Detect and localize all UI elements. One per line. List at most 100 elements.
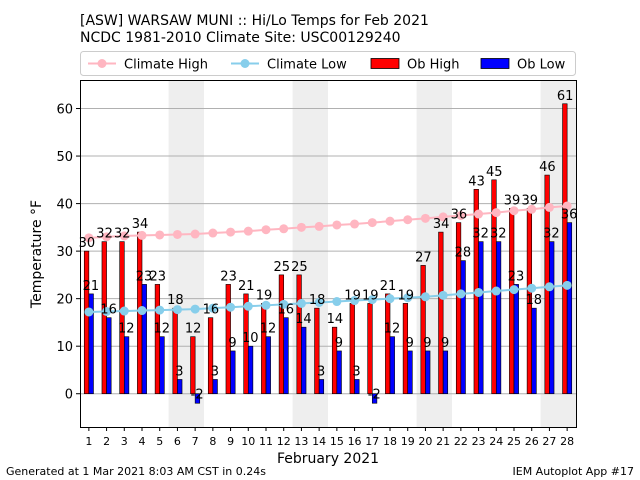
ob-low-bar [301,326,307,395]
ob-low-bar [212,379,218,395]
ob-low-bar [389,336,395,395]
x-tick-label: 15 [330,435,344,448]
climate-low-point [261,300,271,310]
climate-high-point [403,215,413,225]
ob-low-bar [247,345,254,395]
x-tick-label: 3 [121,435,128,448]
ob-high-label: 39 [504,193,521,208]
ob-high-bar [278,274,285,395]
ob-low-bar [318,379,325,395]
climate-high-point [385,216,395,226]
x-tick-label: 10 [241,435,255,448]
climate-low-point [385,294,395,304]
climate-high-point [474,209,484,219]
climate-low-point [509,285,519,295]
legend-box [80,51,576,76]
climate-high-point [279,224,289,234]
x-tick-label: 27 [542,435,556,448]
climate-high-point [491,208,501,218]
climate-high-point [420,213,430,223]
ob-high-bar [261,303,267,395]
ob-low-bar [478,241,484,395]
x-tick-label: 13 [294,435,308,448]
ob-high-label: 25 [273,260,290,275]
ob-low-bar [354,379,360,395]
climate-low-point [314,297,324,307]
ob-high-label: 23 [220,269,237,284]
y-tick-label: 30 [56,245,73,260]
climate-low-point [544,282,554,292]
x-tick-label: 25 [507,435,521,448]
climate-high-point [509,206,519,216]
ob-high-label: 45 [486,165,503,180]
ob-high-label: 25 [291,260,308,275]
ob-high-label: 27 [415,250,432,265]
ob-low-bar [230,350,236,395]
ob-high-bar [296,274,302,395]
x-tick-label: 23 [472,435,486,448]
ob-high-label: 19 [397,288,414,303]
x-tick-label: 24 [489,435,503,448]
x-tick-label: 4 [139,435,146,448]
ob-low-label: 9 [406,336,414,351]
climate-low-point [243,301,253,311]
climate-low-point [137,306,147,316]
ob-low-label: -2 [191,388,204,403]
ob-low-label: 32 [472,227,489,242]
climate-high-point [190,229,200,239]
ob-low-label: 18 [525,293,542,308]
ob-high-bar [172,307,178,395]
x-tick-label: 17 [365,435,379,448]
ob-high-label: 18 [309,293,326,308]
climate-low-point [155,305,165,315]
climate-high-point [438,212,448,222]
ob-low-label: 23 [136,269,153,284]
bar-value-labels: 3021321632123423231218312-21632392110191… [79,89,578,403]
ob-low-label: 14 [295,312,312,327]
ob-low-label: 3 [175,364,183,379]
ob-high-bar [190,336,196,395]
ob-low-bar [106,317,112,395]
x-tick-label: 14 [312,435,326,448]
ob-low-label: 9 [441,336,449,351]
climate-high-line [88,204,568,239]
climate-high-point [102,232,112,242]
climate-low-line [88,284,568,313]
generated-note: Generated at 1 Mar 2021 8:03 AM CST in 0… [6,465,266,478]
ob-low-label: 12 [384,322,401,337]
y-tick-label: 10 [56,340,73,355]
climate-low-point [84,307,94,317]
ob-low-bar [495,241,502,395]
ob-low-bar [123,336,130,395]
y-tick-label: 0 [65,388,73,403]
ob-high-bar [207,317,214,395]
climate-low-point [438,290,448,300]
ob-low-label: 9 [335,336,343,351]
ob-low-label: 9 [423,336,431,351]
x-tick-label: 28 [560,435,574,448]
ob-high-bar [562,103,568,395]
ob-high-label: 36 [451,208,468,223]
climate-high-point [350,219,360,229]
ob-high-label: 34 [132,217,149,232]
ob-low-bar [531,307,537,395]
ob-low-bar [194,393,201,404]
ob-high-label: 18 [167,293,184,308]
ob-low-bar [177,379,183,395]
climate-low-point [367,295,377,305]
legend-climate-high-marker [97,59,107,68]
ob-low-bar [336,350,342,395]
ob-low-label: 3 [211,364,219,379]
ob-low-bar [283,317,289,395]
climate-low-point [279,299,289,309]
ob-high-label: 19 [344,288,361,303]
ob-low-bar [265,336,271,395]
ob-low-label: 12 [260,322,277,337]
ob-high-label: 12 [185,322,202,337]
ob-low-label: 12 [118,322,135,337]
ob-low-label: 28 [455,246,472,261]
x-tick-label: 6 [174,435,181,448]
climate-high-point [243,226,253,236]
ob-high-bar [83,250,90,395]
ob-high-label: 34 [433,217,450,232]
